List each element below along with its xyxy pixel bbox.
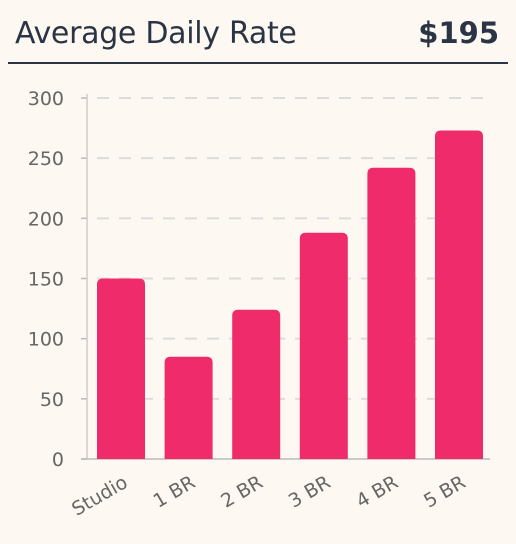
- card-header: Average Daily Rate $195: [8, 8, 508, 64]
- x-tick-labels: Studio 1 BR 2 BR 3 BR 4 BR 5 BR: [68, 471, 469, 520]
- bar-5-br[interactable]: [435, 130, 483, 460]
- y-tick-label: 150: [28, 269, 64, 291]
- axes: [81, 94, 490, 460]
- x-tick-label: 1 BR: [150, 471, 199, 512]
- y-tick-label: 300: [28, 88, 64, 110]
- y-tick-labels: 0 50 100 150 200 250 300: [28, 88, 64, 471]
- x-tick-label: Studio: [68, 471, 131, 520]
- y-tick-label: 0: [52, 449, 64, 471]
- x-tick-label: 5 BR: [420, 471, 469, 512]
- x-tick-label: 3 BR: [285, 471, 334, 512]
- bars: [97, 130, 483, 460]
- y-tick-label: 50: [40, 389, 64, 411]
- bar-3-br[interactable]: [299, 232, 348, 459]
- average-rate-value: $195: [418, 16, 499, 50]
- chart-title: Average Daily Rate: [15, 16, 297, 51]
- grid-lines: [97, 97, 490, 400]
- y-tick-label: 250: [28, 148, 64, 170]
- y-tick-label: 200: [28, 208, 64, 230]
- x-tick-label: 2 BR: [217, 471, 266, 512]
- bar-4-br[interactable]: [367, 167, 416, 459]
- y-tick-label: 100: [28, 329, 64, 351]
- bar-studio[interactable]: [97, 278, 145, 460]
- x-tick-label: 4 BR: [352, 471, 401, 512]
- bar-2-br[interactable]: [232, 309, 281, 459]
- bar-1-br[interactable]: [164, 356, 213, 459]
